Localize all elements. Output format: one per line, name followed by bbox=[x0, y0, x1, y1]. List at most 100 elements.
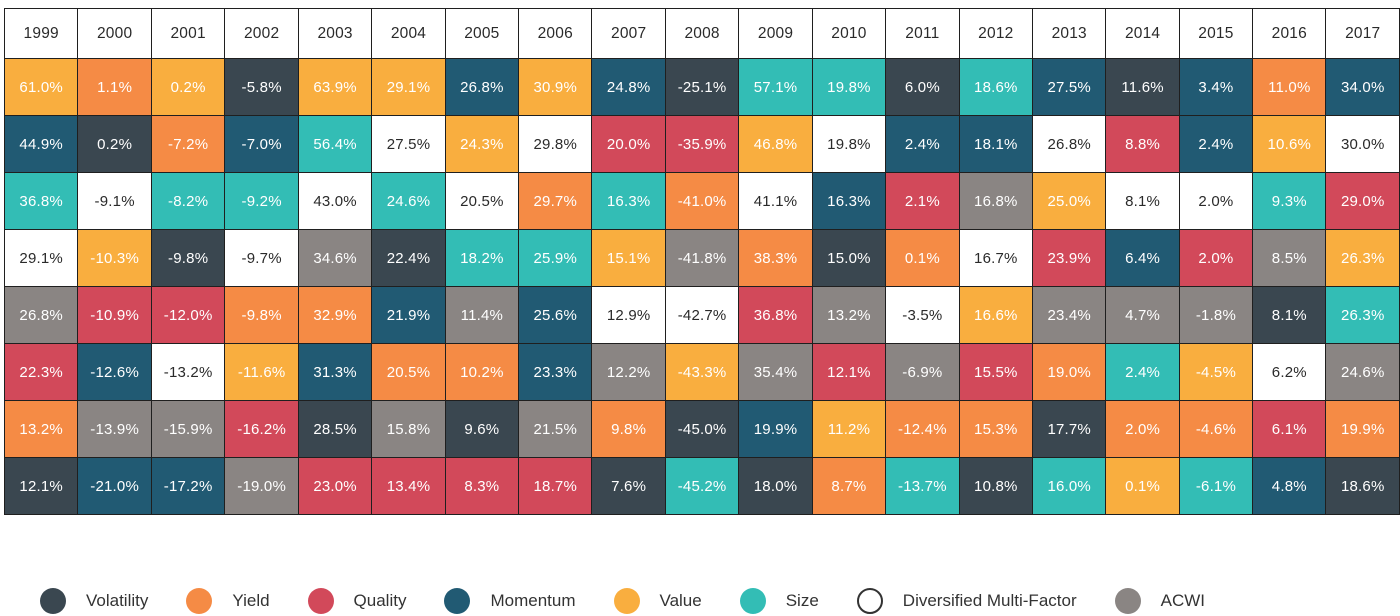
return-cell: -1.8% bbox=[1178, 286, 1254, 344]
return-cell: 18.1% bbox=[958, 115, 1034, 173]
return-cell: 8.5% bbox=[1252, 229, 1327, 287]
legend-label: Momentum bbox=[490, 591, 576, 610]
return-cell: -4.6% bbox=[1178, 400, 1254, 458]
return-cell: 17.7% bbox=[1032, 400, 1107, 458]
legend-label: Value bbox=[659, 591, 702, 610]
return-cell: 22.4% bbox=[371, 229, 446, 287]
rank-row: 22.3% -12.6% -13.2% -11.6% 31.3% 20.5% 10.2% 23… bbox=[3, 343, 1400, 401]
return-cell: 21.5% bbox=[518, 400, 593, 458]
return-cell: 29.1% bbox=[371, 58, 446, 116]
return-cell: -13.7% bbox=[885, 457, 960, 515]
return-cell: 18.2% bbox=[444, 229, 520, 287]
return-cell: 13.2% bbox=[3, 400, 79, 458]
return-cell: 15.5% bbox=[958, 343, 1034, 401]
return-cell: 21.9% bbox=[371, 286, 446, 344]
year-header: 2017 bbox=[1325, 8, 1400, 59]
return-cell: 18.6% bbox=[958, 58, 1034, 116]
return-cell: 2.4% bbox=[1178, 115, 1254, 173]
return-cell: 24.6% bbox=[371, 172, 446, 230]
return-cell: 4.8% bbox=[1252, 457, 1327, 515]
legend-swatch bbox=[613, 588, 640, 614]
return-cell: 41.1% bbox=[738, 172, 813, 230]
legend-label: Volatility bbox=[86, 591, 149, 610]
return-cell: 23.4% bbox=[1032, 286, 1107, 344]
legend-label: Diversified Multi-Factor bbox=[902, 591, 1077, 610]
year-header: 2013 bbox=[1032, 8, 1107, 59]
return-cell: 26.3% bbox=[1325, 286, 1400, 344]
year-header: 2001 bbox=[150, 8, 226, 59]
year-header: 2011 bbox=[885, 8, 960, 59]
return-cell: -41.8% bbox=[664, 229, 740, 287]
return-cell: 16.8% bbox=[958, 172, 1034, 230]
year-header: 2002 bbox=[224, 8, 299, 59]
return-cell: 56.4% bbox=[297, 115, 373, 173]
rank-row: 29.1% -10.3% -9.8% -9.7% 34.6% 22.4% 18.2% 25.9… bbox=[3, 229, 1400, 287]
return-cell: 16.6% bbox=[958, 286, 1034, 344]
factor-returns-table: 1999 2000 2001 2002 2003 2004 2005 2006 2007 2008… bbox=[3, 8, 1400, 515]
return-cell: 2.4% bbox=[1105, 343, 1180, 401]
return-cell: 28.5% bbox=[297, 400, 373, 458]
return-cell: -7.2% bbox=[150, 115, 226, 173]
return-cell: 2.0% bbox=[1105, 400, 1180, 458]
return-cell: -8.2% bbox=[150, 172, 226, 230]
return-cell: 32.9% bbox=[297, 286, 373, 344]
year-header-row: 1999 2000 2001 2002 2003 2004 2005 2006 2007 2008… bbox=[3, 8, 1400, 59]
return-cell: 2.0% bbox=[1178, 172, 1254, 230]
legend-item: Yield bbox=[186, 588, 270, 614]
year-header: 2015 bbox=[1178, 8, 1254, 59]
return-cell: 10.2% bbox=[444, 343, 520, 401]
return-cell: 15.0% bbox=[811, 229, 887, 287]
return-cell: 20.0% bbox=[591, 115, 666, 173]
year-header: 2003 bbox=[297, 8, 373, 59]
return-cell: 16.3% bbox=[811, 172, 887, 230]
year-header: 2004 bbox=[371, 8, 446, 59]
return-cell: -12.6% bbox=[77, 343, 152, 401]
return-cell: 9.6% bbox=[444, 400, 520, 458]
return-cell: -21.0% bbox=[77, 457, 152, 515]
return-cell: 24.6% bbox=[1325, 343, 1400, 401]
return-cell: -19.0% bbox=[224, 457, 299, 515]
return-cell: 9.8% bbox=[591, 400, 666, 458]
legend-swatch bbox=[739, 588, 766, 614]
return-cell: -41.0% bbox=[664, 172, 740, 230]
year-header: 1999 bbox=[3, 8, 79, 59]
legend-label: Yield bbox=[232, 591, 270, 610]
year-header: 2005 bbox=[444, 8, 520, 59]
return-cell: 11.0% bbox=[1252, 58, 1327, 116]
legend-label: Quality bbox=[353, 591, 407, 610]
return-cell: 35.4% bbox=[738, 343, 813, 401]
return-cell: -9.8% bbox=[224, 286, 299, 344]
rank-row: 13.2% -13.9% -15.9% -16.2% 28.5% 15.8% 9.6% 21.… bbox=[3, 400, 1400, 458]
legend-item: Diversified Multi-Factor bbox=[856, 588, 1077, 614]
return-cell: -10.9% bbox=[77, 286, 152, 344]
return-cell: -13.2% bbox=[150, 343, 226, 401]
return-cell: 8.7% bbox=[811, 457, 887, 515]
return-cell: 12.2% bbox=[591, 343, 666, 401]
return-cell: 25.6% bbox=[518, 286, 593, 344]
return-cell: -43.3% bbox=[664, 343, 740, 401]
return-cell: 7.6% bbox=[591, 457, 666, 515]
return-cell: 0.1% bbox=[1105, 457, 1180, 515]
return-cell: 6.4% bbox=[1105, 229, 1180, 287]
return-cell: 8.1% bbox=[1252, 286, 1327, 344]
year-header: 2016 bbox=[1252, 8, 1327, 59]
return-cell: -9.1% bbox=[77, 172, 152, 230]
year-header: 2006 bbox=[518, 8, 593, 59]
return-cell: 0.1% bbox=[885, 229, 960, 287]
return-cell: 24.8% bbox=[591, 58, 666, 116]
return-cell: -15.9% bbox=[150, 400, 226, 458]
return-cell: 31.3% bbox=[297, 343, 373, 401]
return-cell: 29.7% bbox=[518, 172, 593, 230]
rank-row: 36.8% -9.1% -8.2% -9.2% 43.0% 24.6% 20.5% 29.7%… bbox=[3, 172, 1400, 230]
return-cell: 2.0% bbox=[1178, 229, 1254, 287]
year-header: 2009 bbox=[738, 8, 813, 59]
return-cell: -11.6% bbox=[224, 343, 299, 401]
return-cell: 13.4% bbox=[371, 457, 446, 515]
return-cell: 8.1% bbox=[1105, 172, 1180, 230]
return-cell: 19.9% bbox=[738, 400, 813, 458]
year-header: 2000 bbox=[77, 8, 152, 59]
return-cell: 8.8% bbox=[1105, 115, 1180, 173]
year-header: 2010 bbox=[811, 8, 887, 59]
return-cell: 25.9% bbox=[518, 229, 593, 287]
year-header: 2008 bbox=[664, 8, 740, 59]
